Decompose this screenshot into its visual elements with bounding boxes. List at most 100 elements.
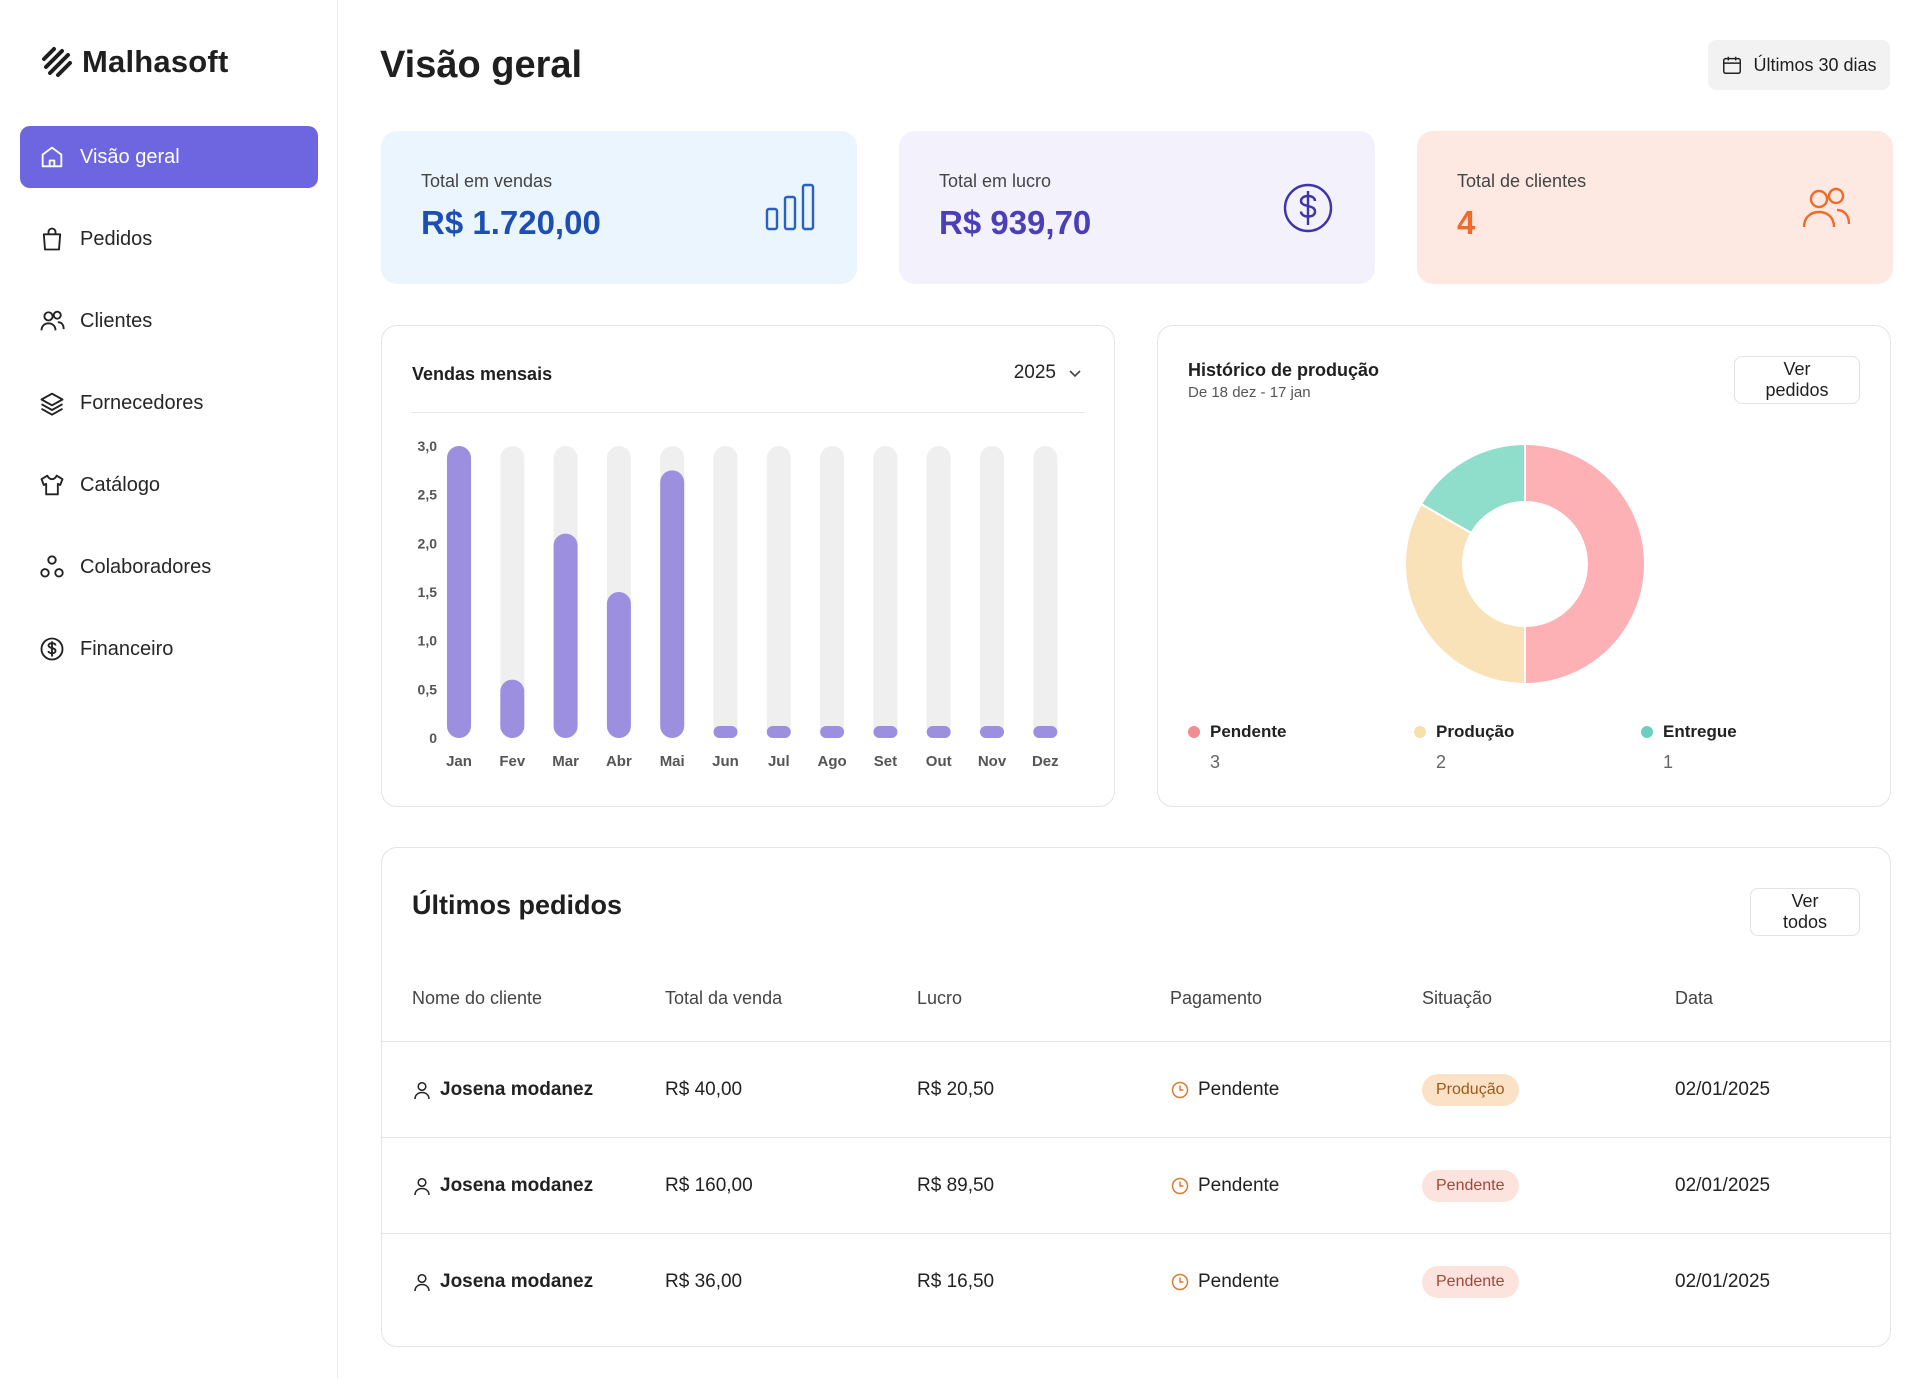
legend-item-pendente: Pendente 3 bbox=[1188, 722, 1287, 773]
users-icon bbox=[40, 310, 65, 331]
column-header[interactable]: Nome do cliente bbox=[412, 988, 543, 1008]
sidebar-item-clientes[interactable]: Clientes bbox=[20, 290, 318, 352]
stat-label: Total em lucro bbox=[939, 171, 1052, 191]
customer-cell: Josena modanez bbox=[412, 1175, 593, 1197]
bar-out[interactable] bbox=[926, 726, 951, 738]
sidebar-item-catalogo[interactable]: Catálogo bbox=[20, 454, 318, 516]
payment-status: Pendente bbox=[1198, 1078, 1280, 1100]
calendar-icon bbox=[1723, 56, 1742, 74]
view-all-button[interactable]: Ver todos bbox=[1750, 888, 1860, 936]
sidebar-item-label: Fornecedores bbox=[80, 391, 204, 414]
dollar-circle-icon bbox=[1283, 183, 1333, 232]
sidebar-item-label: Financeiro bbox=[80, 637, 174, 660]
slice-pendente[interactable] bbox=[1524, 442, 1646, 686]
legend-value: 3 bbox=[1210, 752, 1221, 772]
x-tick-label: Dez bbox=[1032, 753, 1059, 770]
logo[interactable]: Malhasoft bbox=[40, 44, 228, 80]
bar-set[interactable] bbox=[873, 726, 898, 738]
y-tick-label: 2,5 bbox=[418, 487, 438, 503]
x-tick-label: Jul bbox=[768, 753, 790, 770]
sidebar-item-pedidos[interactable]: Pedidos bbox=[20, 208, 318, 270]
profit-cell: R$ 20,50 bbox=[917, 1078, 995, 1100]
bar-track bbox=[713, 446, 738, 738]
x-tick-label: Set bbox=[874, 753, 897, 770]
y-tick-label: 1,0 bbox=[418, 633, 438, 649]
y-tick-label: 0 bbox=[429, 730, 437, 746]
y-tick-label: 2,0 bbox=[418, 535, 438, 551]
x-tick-label: Fev bbox=[499, 753, 526, 770]
bar-track bbox=[926, 446, 951, 738]
bar-jan[interactable] bbox=[447, 446, 471, 738]
column-header[interactable]: Pagamento bbox=[1170, 988, 1263, 1008]
date-range-button[interactable]: Últimos 30 dias bbox=[1708, 40, 1890, 90]
legend-label: Produção bbox=[1436, 722, 1515, 741]
panel-title: Histórico de produção bbox=[1188, 360, 1380, 380]
stat-label: Total de clientes bbox=[1457, 171, 1587, 191]
payment-cell: Pendente bbox=[1170, 1175, 1279, 1197]
shopping-bag-icon bbox=[42, 227, 62, 251]
logo-icon bbox=[42, 47, 72, 77]
customer-name: Josena modanez bbox=[440, 1270, 594, 1292]
legend-item-entregue: Entregue 1 bbox=[1641, 722, 1737, 773]
bar-fev[interactable] bbox=[500, 679, 525, 738]
table-row[interactable]: Josena modanez R$ 40,00 R$ 20,50 Pendent… bbox=[382, 1041, 1890, 1137]
y-tick-label: 0,5 bbox=[418, 681, 438, 697]
monthly-sales-chart: 0 0,5 1,0 1,5 2,0 2,5 3,0 Jan Fev Mar Abr Mai Jun Jul… bbox=[418, 438, 1059, 770]
legend-label: Pendente bbox=[1210, 722, 1287, 741]
app-name: Malhasoft bbox=[82, 44, 229, 79]
sidebar-item-visao-geral[interactable]: Visão geral bbox=[20, 126, 318, 188]
sidebar-item-label: Catálogo bbox=[80, 473, 161, 496]
slice-entregue[interactable] bbox=[1419, 442, 1526, 535]
sidebar-nav: Visão geral Pedidos Clientes Fornecedore… bbox=[20, 126, 318, 700]
bar-jun[interactable] bbox=[713, 726, 738, 738]
payment-cell: Pendente bbox=[1170, 1271, 1279, 1293]
stat-card-profit: Total em lucro R$ 939,70 bbox=[899, 131, 1375, 284]
date-cell: 02/01/2025 bbox=[1675, 1270, 1771, 1292]
sidebar-item-fornecedores[interactable]: Fornecedores bbox=[20, 372, 318, 434]
x-tick-label: Mai bbox=[660, 753, 685, 770]
home-icon bbox=[41, 146, 63, 168]
clock-icon bbox=[1171, 1273, 1189, 1290]
bar-track bbox=[873, 446, 898, 738]
divider bbox=[412, 412, 1084, 413]
status-badge: Pendente bbox=[1422, 1265, 1519, 1298]
column-header[interactable]: Data bbox=[1675, 988, 1714, 1008]
column-header[interactable]: Total da venda bbox=[665, 988, 783, 1008]
table-row[interactable]: Josena modanez R$ 160,00 R$ 89,50 Penden… bbox=[382, 1137, 1890, 1233]
customer-name: Josena modanez bbox=[440, 1174, 594, 1196]
bar-abr[interactable] bbox=[606, 592, 631, 738]
legend-dot bbox=[1414, 726, 1426, 738]
bar-jul[interactable] bbox=[766, 726, 791, 738]
bar-dez[interactable] bbox=[1033, 726, 1058, 738]
status-cell: Produção bbox=[1422, 1073, 1519, 1106]
legend-dot bbox=[1641, 726, 1653, 738]
profit-cell: R$ 16,50 bbox=[917, 1270, 995, 1292]
bar-mai[interactable] bbox=[660, 470, 685, 738]
date-range-label: Últimos 30 dias bbox=[1753, 54, 1877, 75]
date-cell: 02/01/2025 bbox=[1675, 1174, 1771, 1196]
table-row[interactable]: Josena modanez R$ 36,00 R$ 16,50 Pendent… bbox=[382, 1233, 1890, 1329]
legend-dot bbox=[1188, 726, 1200, 738]
bar-mar[interactable] bbox=[553, 533, 578, 738]
legend-item-producao: Produção 2 bbox=[1414, 722, 1514, 773]
panel-subtitle: De 18 dez - 17 jan bbox=[1188, 384, 1311, 401]
stat-card-clients: Total de clientes 4 bbox=[1417, 131, 1893, 284]
total-cell: R$ 40,00 bbox=[665, 1078, 743, 1100]
sidebar-item-financeiro[interactable]: Financeiro bbox=[20, 618, 318, 680]
slice-produção[interactable] bbox=[1404, 502, 1526, 686]
legend-label: Entregue bbox=[1663, 722, 1737, 741]
sidebar-item-colaboradores[interactable]: Colaboradores bbox=[20, 536, 318, 598]
column-header[interactable]: Lucro bbox=[917, 988, 963, 1008]
bar-ago[interactable] bbox=[820, 726, 845, 738]
bar-nov[interactable] bbox=[980, 726, 1004, 738]
user-icon bbox=[414, 1273, 430, 1291]
view-orders-button[interactable]: Ver pedidos bbox=[1734, 356, 1860, 404]
x-tick-label: Ago bbox=[818, 753, 847, 770]
year-select[interactable]: 2025 bbox=[1014, 362, 1084, 384]
production-history-panel: Histórico de produção De 18 dez - 17 jan… bbox=[1157, 325, 1891, 807]
bar-track bbox=[500, 446, 525, 738]
column-header[interactable]: Situação bbox=[1422, 988, 1493, 1008]
legend-value: 1 bbox=[1663, 752, 1674, 772]
chevron-down-icon bbox=[1069, 370, 1081, 378]
total-cell: R$ 160,00 bbox=[665, 1174, 753, 1196]
